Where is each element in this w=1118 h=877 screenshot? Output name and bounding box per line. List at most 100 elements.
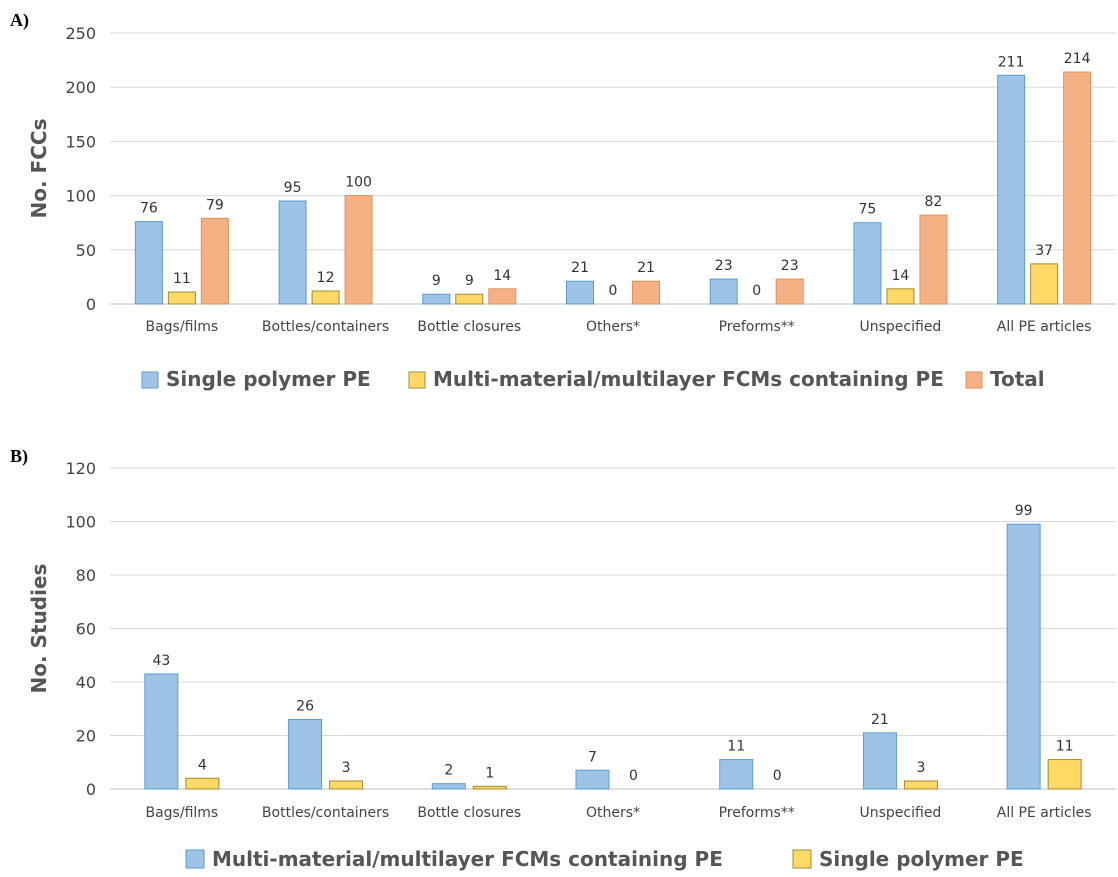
bar: [472, 785, 507, 790]
legend-label: Multi-material/multilayer FCMs containin…: [212, 847, 723, 871]
bar: [185, 777, 220, 790]
x-category-label: Bags/films: [145, 319, 218, 335]
bar: [632, 280, 660, 305]
x-category-label: Bottle closures: [417, 805, 521, 821]
data-label: 211: [998, 54, 1025, 70]
data-label: 1: [485, 765, 494, 781]
y-tick-label: 100: [65, 513, 96, 532]
legend-swatch: [185, 849, 205, 869]
data-label: 9: [432, 273, 441, 289]
bar: [566, 280, 594, 305]
bar: [853, 222, 882, 305]
data-label: 3: [342, 760, 351, 776]
data-label: 75: [859, 202, 877, 218]
data-label: 11: [727, 739, 745, 755]
data-label: 76: [140, 201, 158, 217]
panel-label: A): [10, 10, 29, 31]
data-label: 26: [296, 698, 314, 714]
data-label: 79: [206, 197, 224, 213]
y-tick-label: 200: [65, 78, 96, 97]
x-category-label: Unspecified: [860, 805, 942, 821]
x-category-label: Bottles/containers: [262, 805, 389, 821]
bar: [1030, 263, 1059, 305]
bar: [488, 288, 517, 305]
bar: [311, 290, 340, 305]
x-category-label: Preforms**: [719, 805, 795, 821]
x-category-label: Bottles/containers: [262, 319, 389, 335]
y-tick-label: 50: [76, 241, 96, 260]
data-label: 11: [1056, 739, 1074, 755]
y-tick-label: 40: [76, 673, 96, 692]
bar: [719, 759, 754, 790]
x-category-label: All PE articles: [997, 319, 1092, 335]
x-category-label: All PE articles: [997, 805, 1092, 821]
bar: [886, 288, 915, 305]
bar: [134, 221, 163, 305]
data-label: 12: [317, 270, 335, 286]
legend-swatch: [792, 849, 812, 869]
bar: [288, 718, 323, 790]
data-label: 23: [715, 258, 733, 274]
bar: [1063, 71, 1092, 305]
x-category-label: Bags/films: [145, 805, 218, 821]
data-label: 7: [588, 749, 597, 765]
bar: [455, 293, 484, 305]
data-label: 0: [609, 283, 618, 299]
legend-label: Total: [990, 367, 1045, 391]
bar: [431, 783, 466, 790]
bar: [903, 780, 938, 790]
data-label: 9: [465, 273, 474, 289]
x-category-label: Others*: [586, 805, 640, 821]
legend-swatch: [965, 371, 983, 389]
data-label: 21: [871, 712, 889, 728]
bar: [1006, 523, 1041, 790]
data-label: 0: [773, 768, 782, 784]
y-tick-label: 60: [76, 620, 96, 639]
data-label: 0: [629, 768, 638, 784]
legend-label: Multi-material/multilayer FCMs containin…: [433, 367, 944, 391]
bar: [775, 278, 804, 305]
y-tick-label: 20: [76, 727, 96, 746]
bar: [919, 214, 948, 305]
y-tick-label: 80: [76, 566, 96, 585]
data-label: 214: [1064, 51, 1091, 67]
bar: [862, 732, 897, 790]
bar: [200, 217, 229, 305]
x-category-label: Others*: [586, 319, 640, 335]
bar: [422, 293, 451, 305]
legend-swatch: [408, 371, 426, 389]
bar: [997, 74, 1026, 305]
data-label: 2: [444, 763, 453, 779]
data-label: 21: [571, 260, 589, 276]
legend-swatch: [141, 371, 159, 389]
y-tick-label: 150: [65, 132, 96, 151]
data-label: 99: [1015, 503, 1033, 519]
data-label: 21: [637, 260, 655, 276]
data-label: 4: [198, 757, 207, 773]
data-label: 14: [892, 268, 910, 284]
y-axis-label: No. Studies: [27, 564, 51, 694]
data-label: 95: [284, 180, 302, 196]
data-label: 3: [916, 760, 925, 776]
chart-panel-a: A) 0 50 100 150 200 250 No. FCCs Bags/films 76 11 7…: [10, 10, 1116, 391]
bar: [709, 278, 738, 305]
y-tick-label: 120: [65, 459, 96, 478]
y-tick-label: 250: [65, 24, 96, 43]
data-label: 37: [1035, 243, 1053, 259]
x-category-label: Unspecified: [860, 319, 942, 335]
bar: [1047, 759, 1082, 790]
data-label: 100: [345, 175, 372, 191]
y-tick-label: 100: [65, 187, 96, 206]
legend-label: Single polymer PE: [166, 367, 371, 391]
data-label: 0: [752, 283, 761, 299]
y-tick-label: 0: [86, 295, 96, 314]
x-category-label: Bottle closures: [417, 319, 521, 335]
x-category-label: Preforms**: [719, 319, 795, 335]
bar: [575, 769, 610, 790]
bar: [278, 200, 307, 305]
bar: [329, 780, 364, 790]
data-label: 43: [152, 653, 170, 669]
bar: [344, 195, 373, 305]
data-label: 14: [493, 268, 511, 284]
